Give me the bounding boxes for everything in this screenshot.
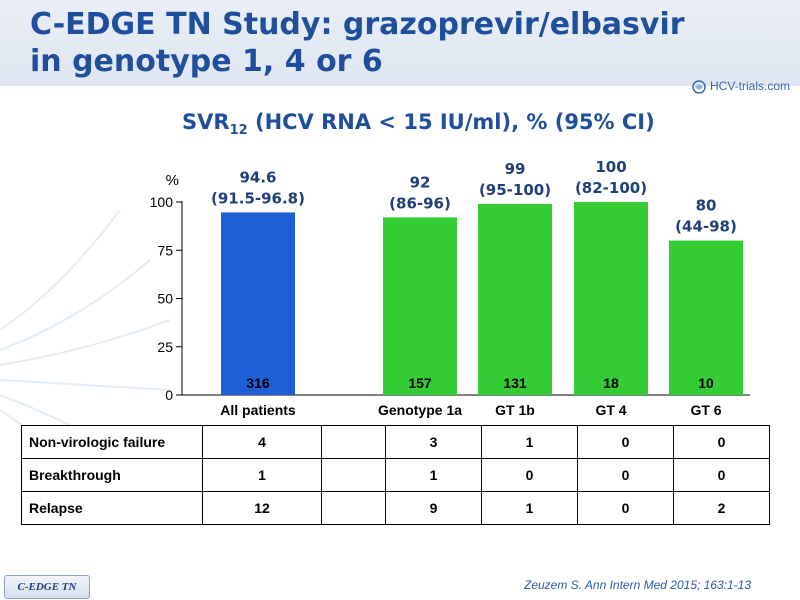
ci-label: (82-100): [575, 179, 647, 197]
table-cell: 1: [385, 458, 482, 492]
bar-n-label: 18: [603, 375, 619, 391]
table-cell: 1: [481, 491, 578, 525]
x-category-label: Genotype 1a: [378, 402, 462, 418]
y-tick-label: 75: [157, 242, 173, 258]
failure-table: Non-virologic failure 4 3 1 0 0 Breakthrough 1 1…: [21, 425, 770, 525]
ci-label: (91.5-96.8): [211, 189, 305, 207]
table-row: Breakthrough 1 1 0 0 0: [21, 458, 770, 492]
ci-label: (95-100): [479, 181, 551, 199]
data-label: 92: [410, 173, 431, 191]
study-badge: C-EDGE TN: [4, 575, 90, 599]
table-cell: 0: [481, 458, 578, 492]
x-category-label: GT 6: [690, 402, 721, 418]
table-cell: 3: [385, 425, 482, 459]
table-row: Non-virologic failure 4 3 1 0 0: [21, 425, 770, 459]
table-cell: 1: [202, 458, 322, 492]
chart-title-rest: (HCV RNA < 15 IU/ml), % (95% CI): [247, 110, 655, 134]
table-cell: 0: [577, 425, 674, 459]
table-cell: [321, 491, 386, 525]
x-category-label: All patients: [220, 402, 296, 418]
table-cell: [321, 458, 386, 492]
bar-n-label: 157: [408, 375, 432, 391]
bar: [669, 240, 743, 395]
table-cell: 0: [577, 458, 674, 492]
hcv-trials-logo: HCV-trials.com: [692, 78, 796, 96]
logo-icon: [692, 80, 706, 94]
bar-n-label: 316: [246, 375, 270, 391]
svr-bar-chart: % 0 25 50 75 100 316 94.6 (91.5-96.8) All patient…: [150, 158, 750, 418]
y-tick-label: 100: [150, 194, 174, 210]
x-category-label: GT 1b: [495, 402, 535, 418]
bar: [221, 212, 295, 395]
y-tick-label: 0: [165, 387, 173, 403]
table-cell: 4: [202, 425, 322, 459]
table-cell: 0: [673, 425, 770, 459]
slide-title: C-EDGE TN Study: grazoprevir/elbasvir in…: [30, 6, 730, 80]
ci-label: (44-98): [675, 218, 737, 236]
ci-label: (86-96): [389, 194, 451, 212]
logo-text: HCV-trials.com: [710, 79, 791, 93]
table-cell: 2: [673, 491, 770, 525]
table-row-label: Relapse: [21, 491, 203, 525]
table-cell: 9: [385, 491, 482, 525]
x-category-label: GT 4: [595, 402, 626, 418]
chart-title-subscript: 12: [229, 123, 248, 139]
data-label: 94.6: [239, 168, 276, 186]
data-label: 80: [696, 197, 717, 215]
table-cell: 0: [673, 458, 770, 492]
slide-title-line1: C-EDGE TN Study: grazoprevir/elbasvir: [30, 7, 685, 42]
bar-n-label: 131: [503, 375, 527, 391]
table-cell: 0: [577, 491, 674, 525]
header-band: [0, 0, 800, 86]
bar: [574, 202, 648, 395]
citation: Zeuzem S. Ann Intern Med 2015; 163:1-13: [524, 578, 752, 592]
slide-title-line2: in genotype 1, 4 or 6: [30, 44, 383, 79]
table-row-label: Breakthrough: [21, 458, 203, 492]
table-cell: [321, 425, 386, 459]
table-row-label: Non-virologic failure: [21, 425, 203, 459]
y-tick-label: 25: [157, 339, 173, 355]
data-label: 100: [595, 158, 626, 176]
table-cell: 1: [481, 425, 578, 459]
bar: [383, 217, 457, 395]
bar-n-label: 10: [698, 375, 714, 391]
y-axis-label: %: [166, 172, 179, 189]
y-tick-label: 50: [157, 291, 173, 307]
chart-title-main: SVR: [182, 110, 230, 134]
chart-title: SVR12 (HCV RNA < 15 IU/ml), % (95% CI): [182, 110, 655, 138]
table-row: Relapse 12 9 1 0 2: [21, 491, 770, 525]
bar: [478, 203, 552, 395]
table-cell: 12: [202, 491, 322, 525]
data-label: 99: [505, 160, 526, 178]
